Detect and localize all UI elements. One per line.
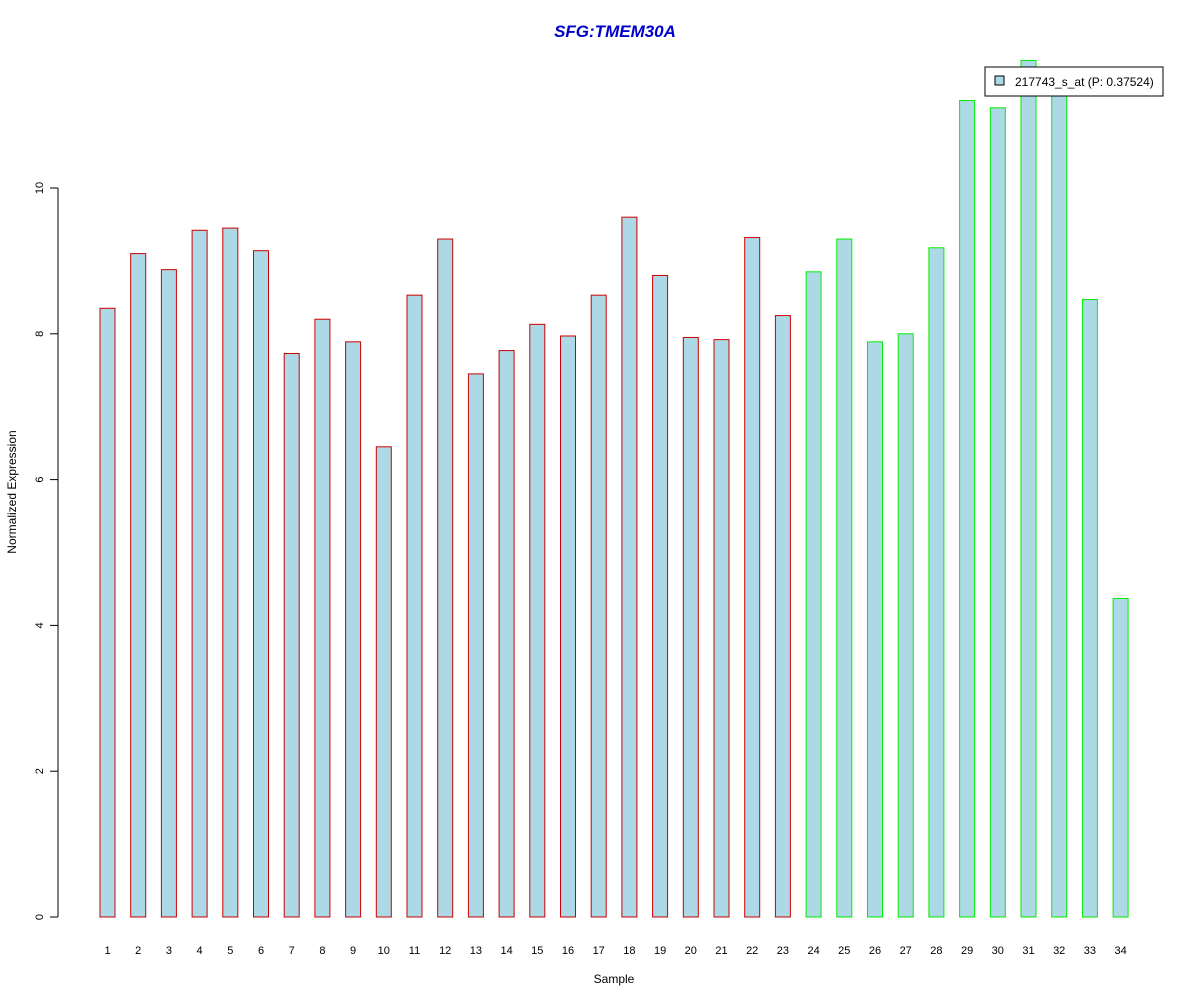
x-tick-label: 16: [562, 945, 574, 957]
bar-sample-1: [99, 307, 116, 918]
bar-sample-3: [160, 269, 177, 918]
x-tick-label: 6: [258, 945, 264, 957]
x-tick-label: 19: [654, 945, 666, 957]
bar-sample-23: [774, 315, 791, 918]
bar-sample-34: [1112, 597, 1129, 918]
x-tick-label: 21: [715, 945, 727, 957]
x-tick-label: 23: [777, 945, 789, 957]
bar-sample-7: [283, 352, 300, 918]
x-tick-label: 31: [1022, 945, 1034, 957]
x-tick-label: 27: [900, 945, 912, 957]
legend-entry: 217743_s_at (P: 0.37524): [1015, 75, 1154, 89]
bar-sample-21: [713, 339, 730, 918]
bar-sample-9: [345, 341, 362, 918]
y-axis-label: Normalized Expression: [5, 430, 19, 553]
bar-sample-31: [1020, 59, 1037, 918]
bar-sample-2: [130, 253, 147, 918]
x-tick-label: 32: [1053, 945, 1065, 957]
bar-sample-28: [928, 247, 945, 918]
x-tick-label: 10: [378, 945, 390, 957]
bar-sample-27: [897, 333, 914, 918]
x-tick-label: 18: [623, 945, 635, 957]
x-tick-label: 22: [746, 945, 758, 957]
bar-sample-14: [498, 350, 515, 918]
bar-sample-16: [560, 335, 576, 918]
y-tick-label: 6: [34, 477, 46, 483]
x-tick-label: 29: [961, 945, 973, 957]
bar-sample-15: [529, 323, 546, 918]
x-tick-label: 20: [685, 945, 697, 957]
bar-sample-17: [590, 294, 607, 918]
x-tick-label: 34: [1114, 945, 1126, 957]
x-tick-label: 33: [1084, 945, 1096, 957]
y-tick-label: 8: [34, 331, 46, 337]
bar-sample-5: [222, 227, 239, 918]
x-tick-label: 30: [992, 945, 1004, 957]
bars: [99, 59, 1129, 918]
bar-sample-10: [375, 446, 392, 918]
x-tick-label: 11: [409, 945, 420, 957]
x-tick-label: 4: [197, 945, 203, 957]
legend-swatch: [994, 75, 1005, 86]
x-tick-label: 17: [593, 945, 605, 957]
y-tick-label: 10: [34, 182, 46, 194]
bar-sample-26: [867, 341, 883, 918]
bar-sample-8: [314, 318, 331, 918]
y-tick-label: 0: [34, 914, 46, 920]
bar-sample-11: [406, 294, 423, 918]
legend: 217743_s_at (P: 0.37524): [984, 66, 1164, 97]
bar-sample-19: [652, 274, 669, 918]
bar-sample-20: [682, 336, 699, 918]
bar-sample-25: [836, 238, 853, 918]
x-tick-label: 2: [135, 945, 141, 957]
x-tick-label: 8: [319, 945, 325, 957]
x-tick-label: 12: [439, 945, 451, 957]
y-axis: 0 2 4 6 8 10: [34, 182, 59, 920]
x-tick-label: 3: [166, 945, 172, 957]
x-axis-ticks: 1 2 3 4 5 6 7 8 9 10 11 12 13 14 15 16 17 18 19 20 21 22 23 24 2…: [104, 945, 1126, 957]
x-tick-label: 25: [838, 945, 850, 957]
bar-sample-13: [467, 373, 484, 918]
y-tick-label: 4: [34, 622, 46, 628]
bar-sample-18: [621, 216, 638, 918]
bar-sample-32: [1051, 92, 1068, 918]
x-tick-label: 13: [470, 945, 482, 957]
bar-sample-29: [959, 100, 976, 918]
y-tick-label: 2: [34, 768, 46, 774]
x-tick-label: 24: [807, 945, 819, 957]
bar-sample-22: [744, 237, 761, 918]
bar-sample-24: [805, 271, 822, 918]
x-tick-label: 7: [289, 945, 295, 957]
legend-box: [984, 66, 1164, 97]
x-tick-label: 1: [104, 945, 110, 957]
bar-sample-4: [191, 229, 208, 918]
chart-title: SFG:TMEM30A: [554, 22, 676, 41]
bar-sample-30: [989, 107, 1006, 918]
x-tick-label: 14: [500, 945, 512, 957]
bar-sample-33: [1081, 299, 1098, 918]
x-tick-label: 9: [350, 945, 356, 957]
bar-sample-6: [253, 250, 269, 918]
x-tick-label: 5: [227, 945, 233, 957]
x-axis-label: Sample: [594, 972, 635, 986]
bar-sample-12: [437, 238, 454, 918]
x-tick-label: 26: [869, 945, 881, 957]
x-tick-label: 28: [930, 945, 942, 957]
x-tick-label: 15: [531, 945, 543, 957]
